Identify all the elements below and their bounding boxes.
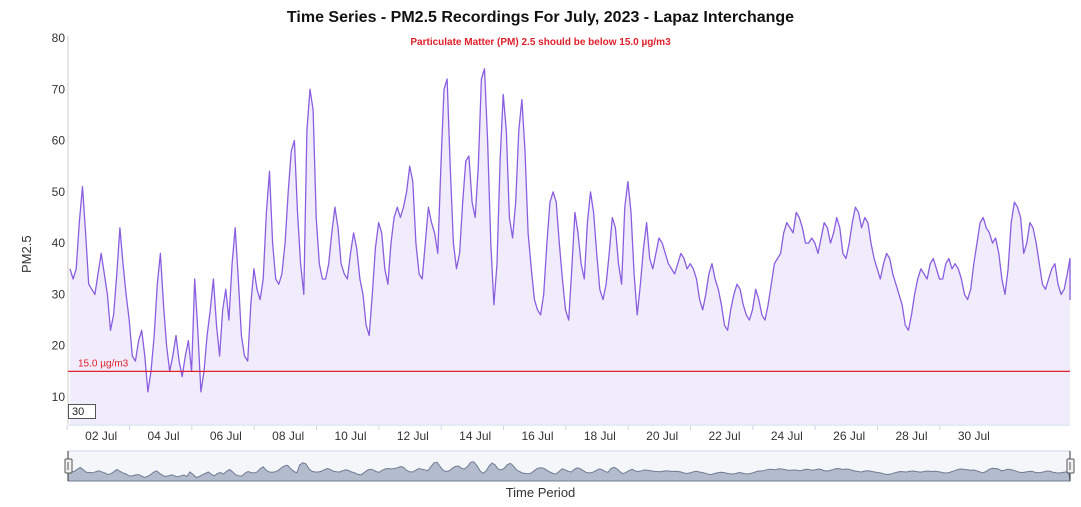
x-tick-label: 08 Jul [272,429,304,443]
x-tick-label: 24 Jul [771,429,803,443]
x-tick-label: 10 Jul [334,429,366,443]
navigator-series [67,461,1071,482]
y-tick-label: 70 [52,82,66,96]
series-area [70,68,1070,425]
navigator[interactable] [64,450,1075,482]
x-tick-label: 04 Jul [147,429,179,443]
y-tick-label: 30 [52,287,66,301]
y-tick-label: 60 [52,134,66,148]
x-tick-label: 18 Jul [584,429,616,443]
y-axis: 10 20 30 40 50 60 70 80 [52,31,69,424]
x-axis-label: Time Period [505,485,576,500]
y-tick-label: 50 [52,185,66,199]
x-tick-label: 14 Jul [459,429,491,443]
range-input[interactable]: 30 [68,404,96,419]
x-axis: 02 Jul 04 Jul 06 Jul 08 Jul 10 Jul 12 Jul 14 J… [66,424,1070,443]
x-tick-label: 28 Jul [895,429,927,443]
x-tick-label: 20 Jul [646,429,678,443]
y-tick-label: 10 [52,390,66,404]
chart-title: Time Series - PM2.5 Recordings For July,… [286,9,795,26]
x-tick-label: 26 Jul [833,429,865,443]
y-tick-label: 80 [52,31,66,45]
plot-area[interactable]: 15.0 µg/m3 [68,68,1071,425]
x-tick-label: 16 Jul [521,429,553,443]
x-tick-label: 06 Jul [210,429,242,443]
y-tick-label: 40 [52,236,66,250]
threshold-label: 15.0 µg/m3 [78,358,129,369]
x-tick-label: 12 Jul [397,429,429,443]
x-tick-label: 30 Jul [958,429,990,443]
y-tick-label: 20 [52,339,66,353]
series-line[interactable] [69,68,1071,393]
x-tick-label: 22 Jul [708,429,740,443]
chart-subtitle: Particulate Matter (PM) 2.5 should be be… [410,37,671,48]
x-tick-label: 02 Jul [85,429,117,443]
